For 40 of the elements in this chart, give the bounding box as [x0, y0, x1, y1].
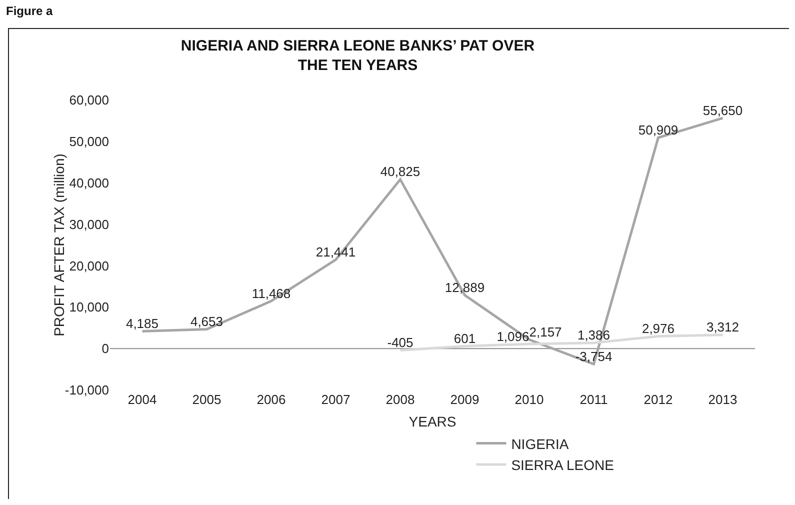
x-tick-label: 2008	[386, 392, 415, 407]
data-label: 11,468	[252, 286, 291, 301]
text: Figure a	[6, 4, 53, 18]
y-tick-label: 40,000	[69, 175, 109, 190]
y-tick-label: 20,000	[69, 258, 109, 274]
y-tick-label: 50,000	[69, 134, 109, 149]
x-tick-label: 2010	[514, 392, 544, 407]
x-tick-label: 2006	[256, 392, 286, 407]
x-tick-label: 2011	[580, 392, 608, 407]
x-tick-label: 2012	[644, 392, 673, 407]
data-label: 2,157	[529, 324, 562, 340]
data-label: 3,312	[706, 320, 740, 335]
data-label: 21,441	[316, 244, 356, 260]
data-label: 12,889	[444, 280, 485, 295]
y-tick-label: 10,000	[69, 300, 109, 315]
y-axis-title: PROFIT AFTER TAX (million)	[51, 154, 68, 336]
data-label: 601	[454, 330, 476, 346]
x-tick-label: 2013	[708, 392, 738, 407]
data-label: 2,976	[642, 320, 675, 336]
x-axis-title: YEARS	[408, 413, 456, 430]
data-label: 40,825	[380, 164, 420, 180]
x-tick-label: 2005	[192, 392, 222, 407]
data-label: 4,653	[190, 314, 224, 330]
legend-label: NIGERIA	[511, 436, 570, 452]
data-label: 1,386	[577, 328, 610, 343]
data-label: -3,754	[575, 348, 612, 364]
x-tick-label: 2004	[128, 392, 157, 407]
x-tick-label: 2007	[321, 392, 350, 407]
data-label: 55,650	[702, 102, 743, 118]
data-label: 1,096	[496, 328, 530, 344]
y-tick-label: 30,000	[69, 216, 109, 232]
y-tick-label: -10,000	[64, 382, 109, 398]
x-tick-label: 2009	[450, 392, 480, 407]
y-tick-label: 60,000	[69, 92, 109, 108]
data-label: -405	[387, 335, 414, 350]
legend-label: SIERRA LEONE	[511, 456, 614, 473]
data-label: 4,185	[126, 316, 159, 331]
data-label: 50,909	[638, 122, 678, 138]
chart-title: NIGERIA AND SIERRA LEONE BANKS’ PAT OVER THE TEN YEARS	[180, 38, 535, 74]
y-tick-label: 0	[102, 341, 109, 356]
